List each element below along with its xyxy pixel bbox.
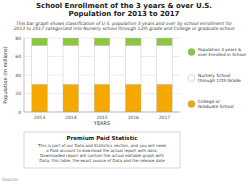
legend-swatch — [188, 101, 195, 108]
bar-segment — [157, 84, 173, 112]
bar-segment — [63, 45, 79, 84]
y-tick-label: 60 — [15, 54, 21, 59]
y-axis — [24, 38, 25, 112]
bar-segment — [63, 84, 79, 112]
watermark-box — [24, 132, 180, 168]
legend-label: Population 3 years &over Enrolled in Sch… — [198, 47, 246, 57]
bar-segment — [94, 84, 110, 112]
legend-swatch — [188, 49, 195, 56]
bar-segment — [32, 38, 48, 45]
x-axis — [24, 112, 180, 113]
bar-segment — [157, 38, 173, 45]
y-tick-label: 20 — [15, 91, 21, 96]
x-tick-label: 2016 — [127, 115, 139, 120]
y-tick-label: 0 — [18, 110, 21, 115]
title: School Enrollment of the 3 years & over … — [36, 2, 212, 18]
bar-segment — [94, 45, 110, 84]
subtitle: This bar graph shows classification of U… — [14, 21, 235, 31]
x-tick-label: 2017 — [159, 115, 171, 120]
legend-label: College orGraduate School — [198, 99, 234, 109]
legend-label: Nursery Schoolthrough 12th Grade — [198, 73, 241, 83]
source-text: Source: — [2, 177, 19, 182]
bar-segment — [125, 84, 141, 112]
x-tick-label: 2014 — [65, 115, 77, 120]
bar-segment — [125, 38, 141, 45]
bar-segment — [32, 84, 48, 112]
bar-segment — [32, 45, 48, 84]
x-tick-label: 2013 — [34, 115, 46, 120]
bar-segment — [63, 38, 79, 45]
bar-segment — [157, 45, 173, 84]
y-tick-label: 40 — [15, 73, 21, 78]
bar-segment — [94, 38, 110, 45]
watermark-title: Premium Paid Statistic — [67, 135, 138, 141]
legend-swatch — [188, 75, 195, 82]
y-tick-label: 80 — [15, 36, 21, 41]
x-tick-label: 2015 — [96, 115, 108, 120]
watermark-text: This is part of our Data and Statistics … — [37, 143, 166, 163]
x-axis-label: YEARS — [93, 120, 110, 126]
bars — [32, 38, 172, 112]
y-axis-label: Population (In millions) — [2, 46, 9, 103]
bar-segment — [125, 45, 141, 84]
